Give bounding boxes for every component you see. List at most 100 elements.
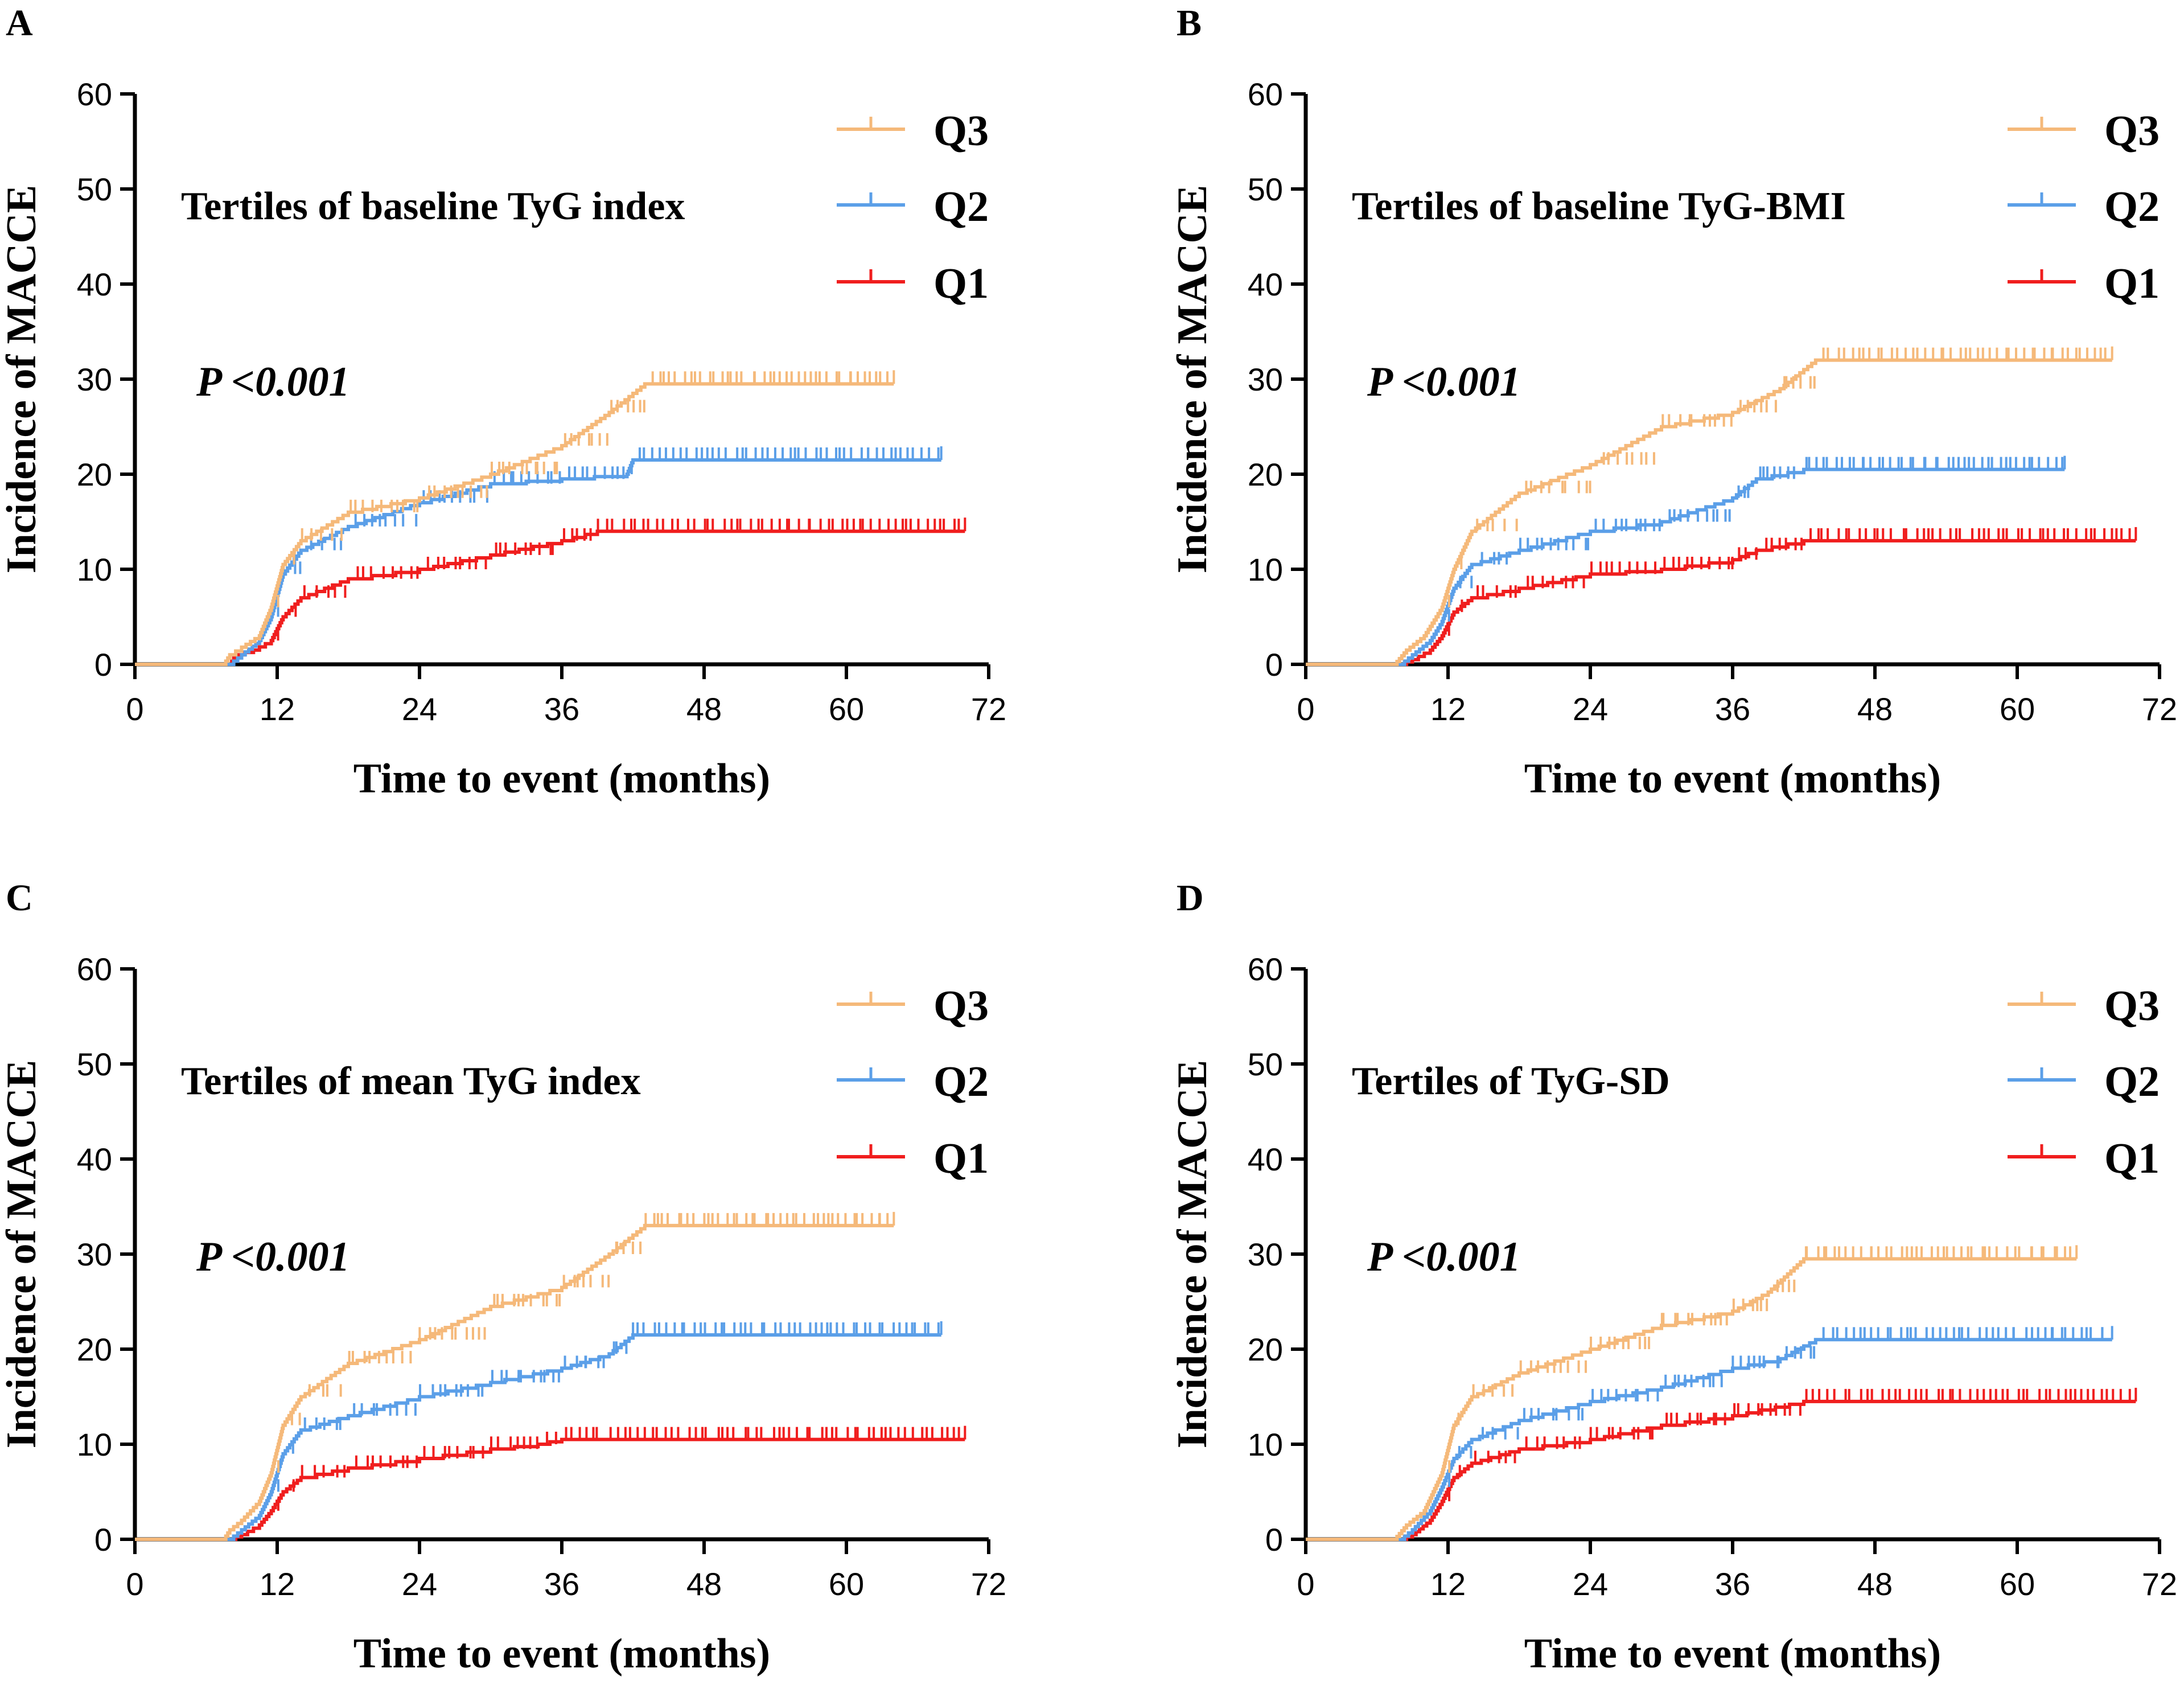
x-tick-label: 0 [126,691,143,727]
legend-item-Q3: Q3 [837,107,989,155]
series-Q1 [1306,527,2137,666]
x-tick-label: 48 [1857,1566,1893,1602]
x-tick-label: 36 [1715,691,1750,727]
series-Q1 [135,517,966,666]
y-tick-label: 60 [77,76,112,112]
y-tick-label: 0 [94,1522,112,1558]
legend-item-Q3: Q3 [2008,982,2160,1030]
x-axis-title: Time to event (months) [353,755,770,802]
legend-item-Q3: Q3 [837,982,989,1030]
legend-item-Q2: Q2 [837,1058,989,1106]
y-axis-title: Incidence of MACCE [1169,1060,1216,1448]
legend-item-Q2: Q2 [837,183,989,231]
series-Q3 [135,1211,895,1541]
y-tick-label: 20 [77,1332,112,1367]
km-curve-Q2 [135,1333,941,1541]
x-tick-label: 0 [126,1566,143,1602]
km-curve-Q3 [135,1223,894,1541]
legend-label: Q3 [2104,107,2160,155]
y-tick-label: 40 [1248,266,1283,302]
series-Q2 [1306,1326,2113,1541]
y-tick-label: 50 [77,171,112,207]
legend-label: Q1 [2104,1135,2160,1182]
km-curve-Q1 [1306,1399,2136,1541]
km-curve-Q3 [1306,1257,2077,1541]
km-curve-Q2 [1306,467,2065,666]
series-Q1 [135,1425,966,1541]
p-value: P <0.001 [196,1234,350,1280]
km-curve-Q1 [1306,539,2136,666]
y-tick-label: 50 [1248,171,1283,207]
series-Q2 [1306,455,2066,666]
legend-item-Q1: Q1 [837,260,989,307]
y-tick-label: 40 [77,1141,112,1177]
y-axis-title: Incidence of MACCE [0,1060,45,1448]
x-tick-label: 72 [971,1566,1006,1602]
legend-item-Q3: Q3 [2008,107,2160,155]
x-tick-label: 36 [1715,1566,1750,1602]
legend-label: Q1 [933,260,989,307]
legend-item-Q2: Q2 [2008,1058,2160,1106]
x-tick-label: 12 [260,691,295,727]
x-tick-label: 24 [1573,691,1608,727]
series-Q3 [1306,1245,2078,1541]
p-value: P <0.001 [1367,1234,1521,1280]
x-tick-label: 60 [829,1566,864,1602]
legend-item-Q1: Q1 [837,1135,989,1182]
x-tick-label: 0 [1297,691,1314,727]
panel-title: Tertiles of baseline TyG index [181,184,685,228]
panel-letter: C [6,877,33,919]
panel-letter: B [1177,2,1202,44]
x-tick-label: 12 [1430,1566,1466,1602]
y-tick-label: 10 [1248,1427,1283,1462]
legend-label: Q3 [2104,982,2160,1030]
y-tick-label: 10 [77,552,112,587]
y-tick-label: 10 [77,1427,112,1462]
x-tick-label: 24 [402,1566,437,1602]
panel-letter: D [1177,877,1204,919]
legend-item-Q1: Q1 [2008,1135,2160,1182]
y-tick-label: 0 [94,647,112,683]
y-tick-label: 30 [77,361,112,397]
series-Q3 [135,370,895,666]
y-tick-label: 60 [1248,951,1283,987]
y-tick-label: 20 [1248,457,1283,492]
x-tick-label: 48 [686,691,722,727]
legend-label: Q2 [2104,1058,2160,1106]
x-tick-label: 12 [1430,691,1466,727]
y-tick-label: 30 [1248,1236,1283,1272]
x-axis-title: Time to event (months) [1524,1630,1941,1677]
legend-label: Q2 [933,183,989,231]
y-tick-label: 20 [1248,1332,1283,1367]
legend-label: Q1 [2104,260,2160,307]
x-tick-label: 24 [402,691,437,727]
panel-letter: A [6,2,33,44]
x-tick-label: 60 [829,691,864,727]
x-axis-title: Time to event (months) [353,1630,770,1677]
x-tick-label: 36 [544,1566,579,1602]
y-tick-label: 60 [1248,76,1283,112]
legend-item-Q1: Q1 [2008,260,2160,307]
x-tick-label: 48 [686,1566,722,1602]
km-curve-Q3 [1306,358,2112,666]
km-curve-Q2 [1306,1338,2112,1541]
panel-title: Tertiles of TyG-SD [1352,1059,1670,1103]
y-tick-label: 10 [1248,552,1283,587]
panel-A: A 0 10 20 30 40 50 60 0 12 24 36 48 60 72 Time to event… [0,2,1006,802]
y-tick-label: 40 [1248,1141,1283,1177]
panel-title: Tertiles of mean TyG index [181,1059,641,1103]
y-tick-label: 30 [1248,361,1283,397]
x-tick-label: 12 [260,1566,295,1602]
panel-title: Tertiles of baseline TyG-BMI [1352,184,1846,228]
panel-B: B 0 10 20 30 40 50 60 0 12 24 36 48 60 72 Time to event… [1169,2,2177,802]
x-tick-label: 24 [1573,1566,1608,1602]
x-tick-label: 72 [971,691,1006,727]
y-tick-label: 60 [77,951,112,987]
km-curve-Q3 [135,382,894,666]
y-tick-label: 0 [1265,1522,1283,1558]
y-tick-label: 0 [1265,647,1283,683]
panel-D: D 0 10 20 30 40 50 60 0 12 24 36 48 60 72 Time to event… [1169,877,2177,1677]
x-axis-title: Time to event (months) [1524,755,1941,802]
legend-label: Q1 [933,1135,989,1182]
